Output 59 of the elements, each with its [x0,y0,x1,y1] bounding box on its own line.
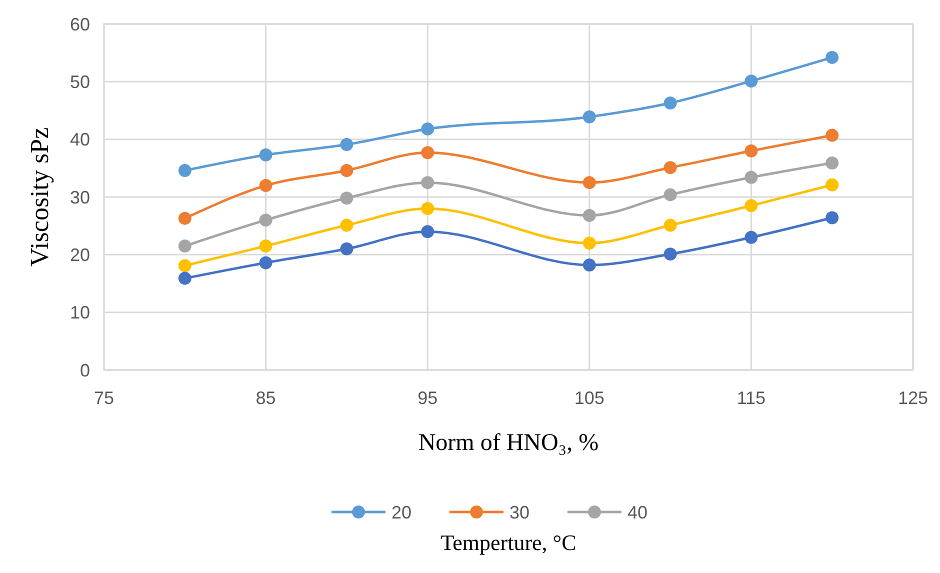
point [744,230,758,244]
y-tick-label: 40 [70,130,90,150]
point [340,138,354,152]
point [259,178,272,192]
x-tick-label: 95 [418,388,438,408]
y-tick-label: 0 [80,360,90,380]
point [744,144,758,158]
point [582,110,596,124]
x-tick-label: 125 [898,388,928,408]
point [664,188,677,202]
point [582,176,596,190]
point [340,192,354,205]
point [259,240,272,253]
point [582,208,596,222]
point [664,248,677,261]
point [421,202,434,216]
legend-label: 20 [392,502,412,522]
point [178,164,192,177]
y-tick-label: 50 [70,72,90,92]
y-tick-label: 10 [70,302,90,323]
x-tick-label: 105 [574,388,604,408]
y-tick-label: 30 [70,187,90,208]
point [664,96,677,110]
point [340,164,354,177]
x-axis-title: Norm of HNO₃, % [418,430,599,456]
point [178,272,192,285]
point [744,199,758,212]
x-tick-label: 75 [94,388,114,408]
point [259,256,272,270]
point [421,122,434,136]
point [826,211,839,224]
point [744,170,758,184]
point [340,218,354,232]
point [421,176,434,190]
x-tick-label: 85 [256,388,276,408]
point [421,146,434,160]
point [826,50,839,64]
point [664,218,677,232]
point [826,128,839,142]
point [582,258,596,272]
point [178,259,192,272]
point [178,212,192,225]
legend-label: 30 [510,502,530,522]
x-tick-label: 115 [736,388,766,408]
point [664,161,677,174]
point [421,225,434,238]
y-tick-label: 20 [70,244,90,265]
y-tick-label: 60 [70,14,90,34]
point [259,214,272,227]
point [582,236,596,250]
y-axis-title: Viscosity sPz [25,127,54,267]
legend-title: Temperture, °C [440,530,576,555]
point [826,156,839,170]
point [744,74,758,88]
point [259,148,272,162]
point [178,240,192,253]
point [340,242,354,256]
point [826,178,839,192]
legend-label: 40 [628,502,648,522]
